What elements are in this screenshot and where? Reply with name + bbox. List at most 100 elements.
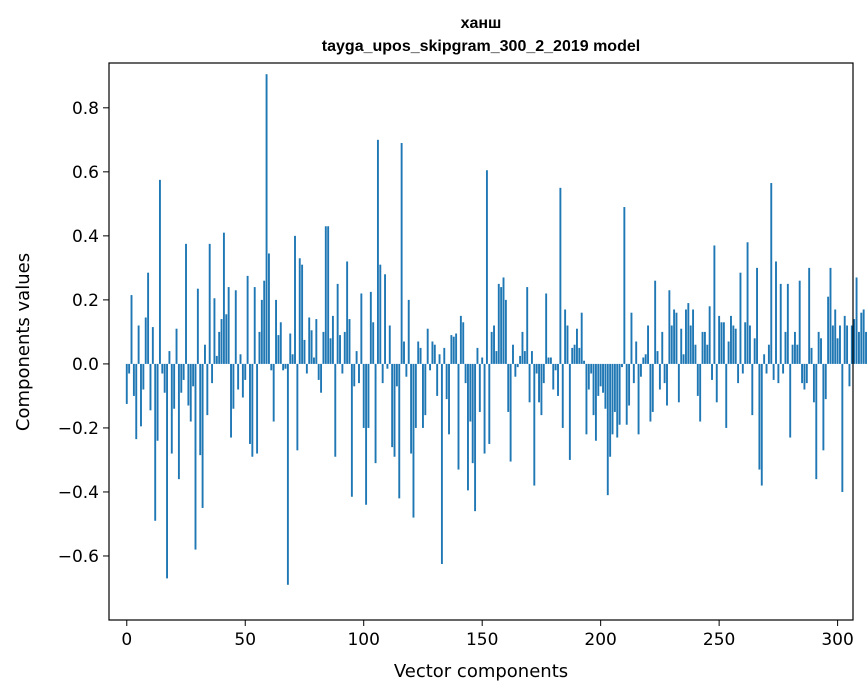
bar [623, 207, 626, 364]
bar [701, 331, 704, 364]
bar [495, 351, 498, 364]
bar [699, 363, 702, 422]
bar [542, 363, 545, 384]
bar [668, 290, 671, 364]
bar [493, 325, 495, 364]
bar [604, 363, 607, 409]
bar [272, 363, 275, 422]
bar [379, 264, 382, 364]
bar [414, 363, 417, 428]
bar [692, 309, 695, 364]
bar [170, 363, 173, 454]
bar [450, 335, 453, 364]
bar [177, 363, 180, 480]
bar [865, 331, 867, 364]
bar [545, 293, 548, 364]
bar [673, 309, 676, 364]
bar [533, 363, 536, 486]
bar [291, 354, 294, 364]
bar [132, 363, 135, 396]
x-tick-label: 200 [584, 630, 616, 650]
bar [613, 363, 616, 412]
bar [225, 314, 228, 364]
bar [258, 331, 261, 364]
bar [812, 363, 815, 403]
y-tick-label: 0.0 [72, 355, 99, 375]
bar [457, 363, 460, 470]
bar [296, 363, 299, 451]
bar [199, 363, 202, 456]
bar [737, 363, 740, 384]
bar [820, 338, 822, 364]
bar [590, 363, 593, 374]
bar [310, 330, 313, 364]
bar [267, 253, 270, 364]
bar [125, 363, 128, 404]
bar [369, 291, 372, 364]
bar [694, 344, 697, 364]
bar [625, 363, 628, 425]
bar [386, 363, 389, 369]
bar [583, 360, 586, 364]
bar [173, 363, 176, 409]
bar [794, 331, 796, 364]
bar [703, 331, 706, 364]
bar [163, 363, 166, 393]
bar [298, 258, 301, 364]
bar [412, 363, 415, 518]
y-tick-label: −0.6 [58, 547, 99, 567]
bar [552, 363, 555, 390]
bar [649, 363, 652, 422]
bar [682, 354, 685, 364]
bar [348, 319, 351, 364]
bar [824, 363, 827, 400]
bar [848, 363, 851, 387]
bar [857, 331, 860, 364]
bar [677, 363, 680, 403]
bar [758, 363, 761, 470]
bar [403, 341, 405, 364]
bar [530, 351, 533, 364]
bar [346, 261, 349, 364]
bar [144, 317, 147, 364]
bar [478, 363, 481, 412]
bar [670, 325, 673, 364]
chart-title: ханш [461, 15, 502, 32]
bar [294, 235, 296, 364]
bar [151, 327, 154, 364]
bar [798, 280, 801, 364]
bar [270, 363, 273, 371]
bar [696, 363, 699, 396]
bar [220, 319, 223, 364]
x-tick-label: 150 [466, 630, 498, 650]
bar [452, 336, 455, 364]
bar [215, 355, 218, 364]
bar [777, 363, 780, 384]
bar [256, 363, 259, 454]
bar [481, 357, 484, 364]
bar [535, 363, 538, 374]
bar [853, 319, 856, 364]
bar [417, 341, 420, 364]
x-tick-label: 100 [347, 630, 379, 650]
bar [718, 315, 721, 364]
bar [253, 287, 256, 364]
bar [429, 363, 432, 371]
bar [142, 363, 145, 390]
bar [782, 363, 785, 374]
bar [850, 325, 853, 364]
bar [661, 331, 664, 364]
bar [594, 363, 597, 441]
bar [455, 333, 458, 364]
bar [422, 363, 424, 428]
bar [137, 325, 140, 364]
bar [509, 363, 512, 462]
bar [635, 341, 638, 364]
bar [336, 283, 339, 364]
bar [440, 363, 443, 564]
bar [331, 315, 334, 364]
x-tick-label: 50 [234, 630, 256, 650]
bar [500, 287, 503, 364]
bar [438, 354, 441, 364]
bar [301, 264, 304, 364]
